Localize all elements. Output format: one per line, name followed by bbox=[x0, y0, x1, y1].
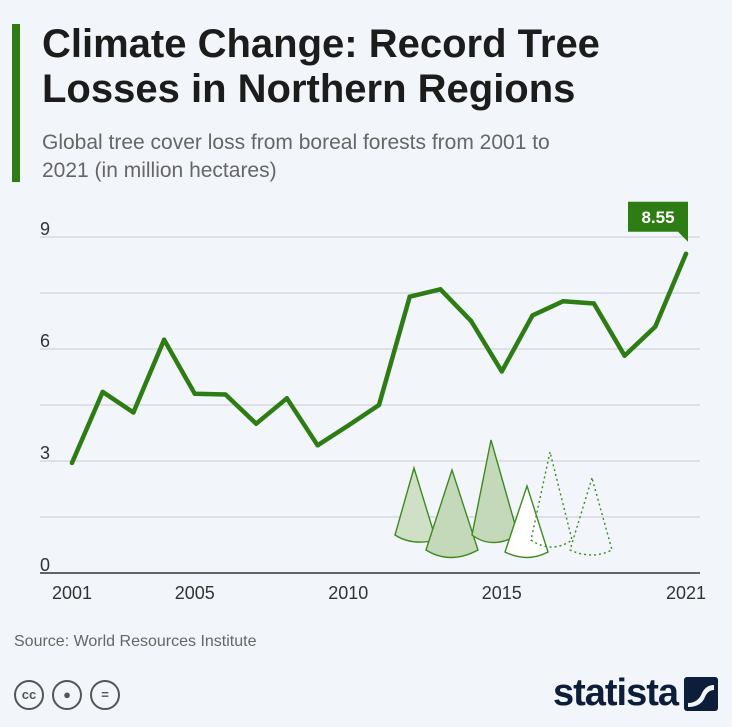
accent-bar bbox=[12, 24, 20, 182]
tree-icon bbox=[569, 475, 613, 556]
data-point bbox=[591, 301, 597, 306]
chart-subtitle: Global tree cover loss from boreal fores… bbox=[42, 131, 550, 182]
data-point bbox=[530, 313, 535, 318]
data-point bbox=[622, 353, 627, 358]
tree-illustration bbox=[394, 439, 613, 559]
grid-lines bbox=[40, 236, 700, 574]
tree-icon bbox=[504, 483, 549, 559]
data-points bbox=[69, 251, 689, 466]
x-tick-label: 2021 bbox=[666, 583, 706, 603]
chart-title: Climate Change: Record Tree Losses in No… bbox=[42, 22, 600, 111]
tree-icon bbox=[394, 465, 437, 543]
by-icon: ● bbox=[52, 680, 82, 710]
brand-name: statista bbox=[552, 672, 679, 714]
data-point bbox=[315, 443, 320, 448]
tree-icon bbox=[425, 467, 479, 559]
series-line bbox=[69, 251, 689, 466]
x-tick-label: 2015 bbox=[482, 583, 522, 603]
y-tick-label: 9 bbox=[40, 219, 50, 239]
y-tick-label: 0 bbox=[40, 555, 50, 575]
data-point bbox=[223, 392, 228, 397]
nd-icon: = bbox=[90, 680, 120, 710]
data-point bbox=[131, 410, 136, 415]
y-tick-label: 3 bbox=[40, 443, 50, 463]
x-tick-labels: 2001 2005 2010 2015 2021 bbox=[52, 583, 706, 603]
x-tick-label: 2001 bbox=[52, 583, 92, 603]
data-point bbox=[499, 369, 504, 374]
data-point bbox=[192, 391, 197, 396]
y-tick-labels: 0 3 6 9 bbox=[40, 219, 50, 575]
data-point bbox=[561, 299, 566, 304]
tree-icon bbox=[530, 451, 573, 548]
x-tick-label: 2005 bbox=[175, 583, 215, 603]
callout-box bbox=[628, 201, 688, 242]
data-point bbox=[468, 318, 474, 324]
value-callout: 8.55 bbox=[628, 201, 688, 242]
data-point bbox=[346, 423, 351, 428]
data-point bbox=[284, 396, 290, 401]
source-note: Source: World Resources Institute bbox=[14, 633, 257, 650]
data-point bbox=[254, 421, 259, 426]
data-point bbox=[376, 402, 382, 408]
statista-logo: statista bbox=[553, 672, 718, 715]
line-chart: 0 3 6 9 2001 2005 2010 2015 2021 8.55 bbox=[40, 201, 706, 603]
y-tick-label: 6 bbox=[40, 331, 50, 351]
cc-icon: cc bbox=[14, 680, 44, 710]
data-point bbox=[69, 460, 75, 466]
data-point bbox=[407, 294, 412, 299]
data-point bbox=[100, 389, 105, 395]
statista-logo-icon bbox=[684, 676, 718, 711]
callout-label: 8.55 bbox=[641, 208, 674, 227]
data-point bbox=[438, 287, 443, 292]
license-icons: cc ● = bbox=[14, 680, 120, 710]
data-point bbox=[653, 324, 658, 329]
x-tick-label: 2010 bbox=[328, 583, 368, 603]
tree-icon bbox=[471, 439, 519, 544]
data-point bbox=[683, 251, 689, 256]
data-point bbox=[161, 337, 167, 342]
